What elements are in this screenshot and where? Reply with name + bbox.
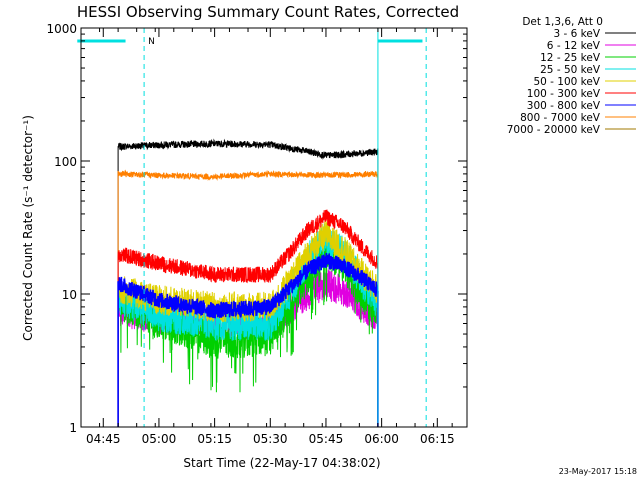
series-line-100-300-kev [117,209,379,427]
chart-title: HESSI Observing Summary Count Rates, Cor… [77,3,459,21]
timestamp: 23-May-2017 15:18 [559,467,637,476]
series-line-12-25-kev [117,232,379,427]
y-tick-label: 1000 [46,22,77,36]
legend-label-6-12-kev: 6 - 12 keV [547,40,601,52]
legend-label-300-800-kev: 300 - 800 keV [527,100,601,112]
x-tick-label: 05:45 [309,432,344,446]
x-tick-label: 06:00 [364,432,399,446]
legend-label-3-6-kev: 3 - 6 keV [553,28,600,40]
legend-label-100-300-kev: 100 - 300 keV [527,88,601,100]
legend-label-12-25-kev: 12 - 25 keV [540,52,601,64]
y-tick-label: 100 [54,155,77,169]
series-line-800-7000-kev [117,169,379,427]
y-tick-label: 1 [69,421,77,435]
legend-header: Det 1,3,6, Att 0 [522,16,603,28]
plot-frame [80,27,468,428]
x-axis-label: Start Time (22-May-17 04:38:02) [183,456,380,470]
series-line-3-6-kev [117,138,379,427]
x-tick-label: 04:45 [86,432,121,446]
x-tick-label: 05:30 [253,432,288,446]
series-line-300-800-kev [117,252,379,427]
night-marker-label: N [148,37,155,47]
y-tick-label: 10 [62,288,77,302]
x-tick-label: 05:15 [197,432,232,446]
x-tick-label: 05:00 [142,432,177,446]
y-axis-label: Corrected Count Rate (s⁻¹ detector⁻¹) [21,115,35,341]
x-tick-label: 06:15 [420,432,455,446]
legend-label-25-50-kev: 25 - 50 keV [540,64,601,76]
legend-label-7000-20000-kev: 7000 - 20000 keV [507,124,601,136]
legend-label-50-100-kev: 50 - 100 keV [533,76,600,88]
legend-label-800-7000-kev: 800 - 7000 keV [520,112,601,124]
